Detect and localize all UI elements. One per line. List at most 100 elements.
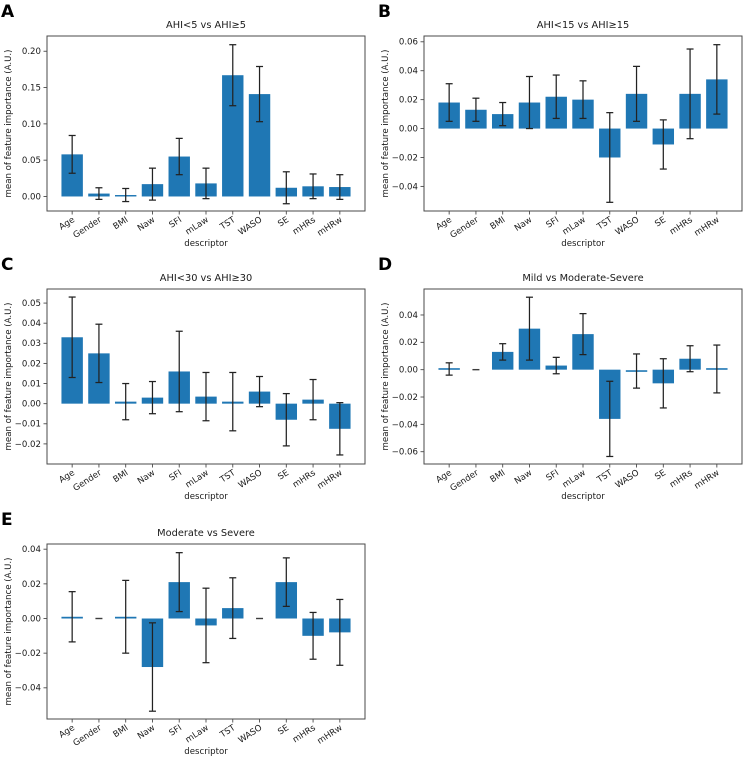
error-bar-mLaw [202, 371, 210, 422]
y-tick-label: 0.06 [399, 38, 418, 48]
bar-SFI [168, 156, 190, 197]
error-bar-TST [229, 371, 237, 432]
x-tick-label: WASO [237, 468, 265, 491]
y-tick-label: 0.15 [22, 83, 41, 93]
y-axis-label: mean of feature importance (A.U.) [4, 558, 14, 706]
y-tick-label: −0.04 [392, 420, 418, 430]
x-tick-label: Naw [136, 723, 157, 742]
chart-title: AHI<15 vs AHI≥15 [537, 20, 629, 31]
x-tick-label: TST [595, 215, 615, 233]
y-tick-label: 0.00 [22, 400, 41, 410]
error-bar-SFI [175, 552, 183, 613]
chart-title: AHI<5 vs AHI≥5 [166, 20, 246, 31]
panel-letter-b: B [378, 2, 391, 22]
y-tick-label: 0.20 [22, 47, 41, 57]
x-tick-label: SE [653, 215, 668, 229]
error-bar-mHRs [686, 48, 694, 140]
bar-chart-c: AHI<30 vs AHI≥30 mean of feature importan… [4, 273, 366, 502]
x-tick-label: WASO [237, 723, 265, 746]
error-bar-TST [229, 577, 237, 640]
error-bar-SE [282, 392, 290, 447]
error-bar-mHRw [336, 598, 344, 666]
y-tick-label: 0.01 [22, 379, 41, 389]
error-bar-SE [659, 358, 667, 409]
y-axis-label: mean of feature importance (A.U.) [4, 303, 14, 451]
y-tick-label: 0.04 [399, 67, 418, 77]
error-bar-SFI [552, 356, 560, 375]
error-bar-Naw [525, 75, 533, 130]
error-bar-WASO [256, 65, 264, 123]
error-bar-Gender [95, 323, 103, 384]
error-bar-mHRw [713, 44, 721, 115]
y-tick-label: 0.00 [399, 366, 418, 376]
y-tick-label: −0.01 [15, 420, 41, 430]
error-bar-Naw [525, 296, 533, 361]
x-tick-label: mHRw [316, 723, 345, 747]
x-tick-label: mLaw [184, 215, 211, 237]
x-tick-label: SE [276, 723, 291, 737]
error-bar-Gender [95, 187, 103, 201]
error-bar-SFI [552, 74, 560, 120]
error-bar-BMI [122, 579, 130, 654]
y-tick-label: 0.04 [399, 311, 418, 321]
chart-title: Moderate vs Severe [157, 528, 255, 539]
y-tick-label: 0.02 [22, 359, 41, 369]
bar-Age [61, 154, 83, 197]
error-bar-Naw [148, 622, 156, 712]
x-tick-label: Gender [72, 723, 104, 749]
y-tick-label: 0.02 [399, 96, 418, 106]
panel-e: E Moderate vs Severe mean of feature impo… [0, 508, 377, 767]
y-axis-label: mean of feature importance (A.U.) [381, 50, 391, 198]
error-bar-mHRs [309, 378, 317, 421]
x-tick-label: Naw [513, 468, 534, 487]
y-axis-label: mean of feature importance (A.U.) [381, 303, 391, 451]
y-tick-label: 0.04 [22, 545, 41, 555]
error-bar-WASO [256, 375, 264, 408]
x-tick-label: mHRw [316, 468, 345, 492]
x-tick-label: Gender [449, 215, 481, 241]
x-tick-label: mLaw [561, 468, 588, 490]
x-axis-label: descriptor [561, 239, 605, 249]
x-tick-label: Gender [72, 468, 104, 494]
x-tick-label: Naw [136, 215, 157, 234]
axes-box [46, 543, 366, 720]
error-bar-WASO [633, 353, 641, 389]
x-tick-label: SFI [545, 468, 561, 483]
x-tick-label: mHRs [668, 215, 695, 237]
x-tick-label: Gender [449, 468, 481, 494]
y-tick-label: 0.02 [399, 338, 418, 348]
x-tick-label: Gender [72, 215, 104, 241]
x-tick-label: BMI [489, 468, 508, 485]
error-bar-mHRw [713, 344, 721, 394]
error-bar-SFI [175, 137, 183, 176]
y-tick-label: 0.05 [22, 299, 41, 309]
error-bar-BMI [499, 343, 507, 361]
x-tick-label: Naw [136, 468, 157, 487]
axes-box [46, 35, 366, 212]
axes-box [423, 288, 743, 465]
y-tick-label: 0.03 [22, 339, 41, 349]
x-tick-label: Naw [513, 215, 534, 234]
x-tick-label: mHRs [291, 468, 318, 490]
y-tick-label: −0.02 [15, 649, 41, 659]
y-tick-label: −0.04 [392, 182, 418, 192]
panel-b: B AHI<15 vs AHI≥15 mean of feature import… [377, 0, 753, 259]
error-bar-BMI [499, 101, 507, 127]
x-tick-label: SFI [168, 468, 184, 483]
x-axis-label: descriptor [184, 239, 228, 249]
error-bar-mHRs [686, 345, 694, 373]
error-bar-mHRw [336, 402, 344, 456]
x-tick-label: TST [218, 468, 238, 486]
y-tick-label: 0.00 [22, 614, 41, 624]
y-tick-label: 0.04 [22, 319, 41, 329]
x-tick-label: SFI [545, 215, 561, 230]
bar-chart-e: Moderate vs Severe mean of feature import… [4, 528, 366, 757]
error-bar-Naw [148, 380, 156, 415]
axes-box [46, 288, 366, 465]
panel-a: A AHI<5 vs AHI≥5 mean of feature importan… [0, 0, 377, 259]
x-tick-label: TST [218, 215, 238, 233]
bar-BMI [491, 351, 514, 370]
x-tick-label: WASO [237, 215, 265, 238]
panel-letter-a: A [1, 2, 15, 22]
